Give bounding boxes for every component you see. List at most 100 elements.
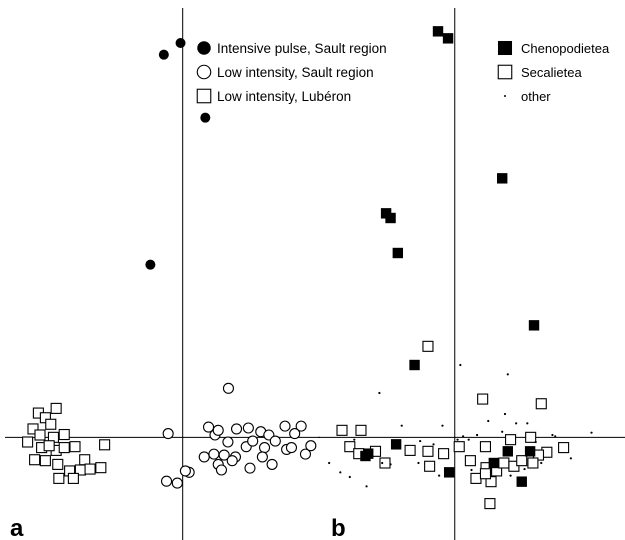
point-filled-square-6 <box>528 320 540 331</box>
point-open-square-17 <box>52 458 64 470</box>
point-dot-32 <box>432 443 435 446</box>
point-dot-7 <box>526 422 529 425</box>
point-dot-10 <box>419 439 422 443</box>
point-open-square-7 <box>58 428 70 441</box>
point-filled-square-13 <box>516 476 527 487</box>
point-open-square-16 <box>39 455 51 467</box>
point-filled-square-5 <box>392 247 404 259</box>
point-open-square-20 <box>53 472 65 484</box>
point-dot-22 <box>523 467 526 471</box>
point-open-circle-32 <box>179 465 191 477</box>
point-dot-6 <box>515 422 518 425</box>
legend-label: Intensive pulse, Sault region <box>217 41 387 56</box>
point-open-circle-4 <box>212 424 224 436</box>
point-open-circle-19 <box>299 448 312 460</box>
point-open-square-4 <box>45 418 57 430</box>
point-dot-16 <box>381 461 384 465</box>
point-open-square-5 <box>34 429 46 441</box>
point-open-circle-15 <box>258 442 271 454</box>
point-open-square-15 <box>29 454 41 466</box>
point-dot-14 <box>348 475 351 479</box>
point-open-square-24 <box>43 440 55 452</box>
point-dot-5 <box>400 424 403 427</box>
point-open-circle-16 <box>269 435 281 447</box>
point-open-square-11 <box>438 448 450 460</box>
legend-label: Low intensity, Lubéron <box>217 89 351 104</box>
point-dot-30 <box>534 440 537 444</box>
point-open-square-26 <box>558 442 570 454</box>
legend-label: Chenopodietea <box>521 41 610 56</box>
point-open-circle-6 <box>242 422 254 434</box>
point-open-circle-20 <box>305 440 317 452</box>
legend-marker <box>504 95 506 97</box>
point-open-square-5 <box>344 441 356 453</box>
point-open-square-9 <box>22 436 34 448</box>
panel-a-points <box>22 38 317 489</box>
point-dot-26 <box>417 461 420 465</box>
point-open-square-21 <box>67 472 79 484</box>
point-open-square-4 <box>355 424 367 436</box>
point-dot-3 <box>503 412 507 416</box>
point-open-circle-12 <box>222 436 234 448</box>
point-open-square-29 <box>527 457 539 469</box>
panel-b: Chenopodietea Secalietea other b <box>318 8 625 540</box>
point-filled-circle-1 <box>175 38 186 48</box>
point-open-circle-22 <box>208 448 220 460</box>
point-dot-20 <box>487 419 490 423</box>
point-open-circle-2 <box>202 421 215 433</box>
point-dot-23 <box>470 468 473 472</box>
legend-item: Intensive pulse, Sault region <box>197 41 387 56</box>
point-dot-24 <box>501 430 504 433</box>
point-open-square-22 <box>84 463 96 475</box>
point-open-square-22 <box>484 498 496 510</box>
point-filled-circle-3 <box>145 259 156 270</box>
point-open-circle-5 <box>230 423 243 435</box>
point-open-square-3 <box>27 423 39 435</box>
point-dot-1 <box>506 373 509 376</box>
point-dot-18 <box>475 433 479 437</box>
point-open-square-1 <box>477 393 489 405</box>
point-dot-19 <box>554 435 557 438</box>
point-dot-27 <box>551 433 554 437</box>
point-open-circle-0 <box>162 428 174 440</box>
point-dot-15 <box>365 485 368 488</box>
point-open-circle-1 <box>222 382 235 394</box>
point-open-square-23 <box>95 462 107 474</box>
legend-marker <box>497 64 513 80</box>
point-open-circle-18 <box>285 442 298 454</box>
legend-item: Low intensity, Sault region <box>196 64 374 80</box>
point-dot-29 <box>509 474 512 477</box>
point-open-square-10 <box>422 445 434 457</box>
legend-label: Secalietea <box>521 65 582 80</box>
legend-label: other <box>521 89 551 104</box>
point-dot-17 <box>438 474 441 477</box>
legend-item: other <box>504 89 551 104</box>
point-dot-31 <box>339 471 342 474</box>
point-open-square-1 <box>50 402 62 414</box>
point-filled-square-11 <box>502 446 513 457</box>
legend-marker <box>196 88 212 104</box>
point-dot-11 <box>467 438 470 441</box>
point-filled-square-1 <box>442 33 454 44</box>
point-open-circle-26 <box>266 458 278 470</box>
point-dot-21 <box>540 461 543 465</box>
point-open-square-14 <box>479 441 492 453</box>
panel-a-label: a <box>10 515 24 540</box>
legend-item: Chenopodietea <box>497 40 610 56</box>
point-dot-4 <box>441 424 444 427</box>
legend-marker <box>196 64 212 80</box>
point-open-square-14 <box>79 454 91 466</box>
panel-b-legend: Chenopodietea Secalietea other <box>497 40 610 104</box>
point-open-square-20 <box>508 460 520 472</box>
point-open-square-8 <box>379 457 391 469</box>
point-dot-9 <box>353 438 356 441</box>
point-open-square-23 <box>505 434 517 446</box>
point-filled-square-12 <box>524 446 536 457</box>
panel-b-label: b <box>331 515 346 540</box>
point-dot-13 <box>328 461 331 465</box>
point-open-square-24 <box>525 431 537 443</box>
legend-item: Low intensity, Lubéron <box>196 88 351 104</box>
legend-marker <box>497 40 513 56</box>
point-dot-0 <box>459 363 462 367</box>
point-open-circle-25 <box>256 451 268 463</box>
